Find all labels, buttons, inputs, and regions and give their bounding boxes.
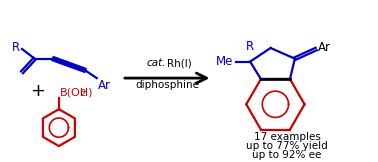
Text: Ar: Ar bbox=[98, 79, 111, 92]
Text: R: R bbox=[12, 41, 20, 54]
Text: 2: 2 bbox=[80, 89, 85, 98]
Text: cat.: cat. bbox=[147, 58, 166, 68]
Text: 17 examples: 17 examples bbox=[254, 132, 321, 142]
Text: +: + bbox=[30, 82, 45, 100]
Text: R: R bbox=[246, 40, 254, 53]
Text: Rh(I): Rh(I) bbox=[167, 58, 192, 68]
Text: up to 77% yield: up to 77% yield bbox=[246, 141, 328, 151]
Text: Ar: Ar bbox=[318, 40, 331, 53]
Text: B(OH): B(OH) bbox=[60, 87, 93, 98]
Text: diphosphine: diphosphine bbox=[135, 80, 199, 90]
Text: up to 92% ee: up to 92% ee bbox=[253, 150, 322, 160]
Text: Me: Me bbox=[216, 55, 234, 68]
